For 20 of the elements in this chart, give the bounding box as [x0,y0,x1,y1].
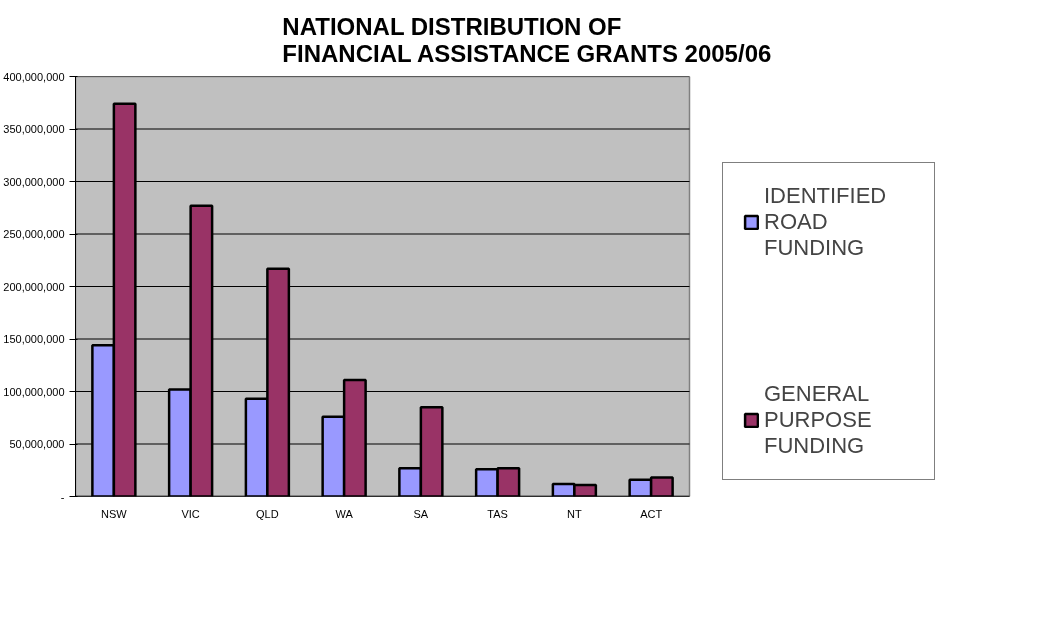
y-tick-label: 350,000,000 [3,123,65,135]
x-tick-label: WA [335,507,354,520]
x-tick-label: QLD [256,507,279,520]
x-tick-label: SA [413,507,429,520]
y-tick-label: 50,000,000 [9,438,65,450]
legend-label: GENERAL PURPOSE FUNDING [764,381,873,459]
y-tick-label: 200,000,000 [3,280,65,293]
y-tick-label: - [60,490,65,503]
x-tick-label: TAS [487,507,508,520]
x-tick-label: ACT [640,507,663,520]
chart-title: NATIONAL DISTRIBUTION OF FINANCIAL ASSISTANCE GRANTS 2005/06 [282,12,772,67]
y-tick-label: 150,000,000 [3,333,65,345]
y-tick-label: 250,000,000 [3,228,65,240]
y-tick-label: 300,000,000 [3,175,65,188]
y-tick-label: 100,000,000 [3,385,65,398]
x-tick-label: NSW [101,507,128,520]
legend-label: IDENTIFIED ROAD FUNDING [764,183,888,261]
y-tick-label: 400,000,000 [3,70,65,83]
x-tick-label: NT [567,507,582,520]
x-tick-label: VIC [181,507,200,520]
